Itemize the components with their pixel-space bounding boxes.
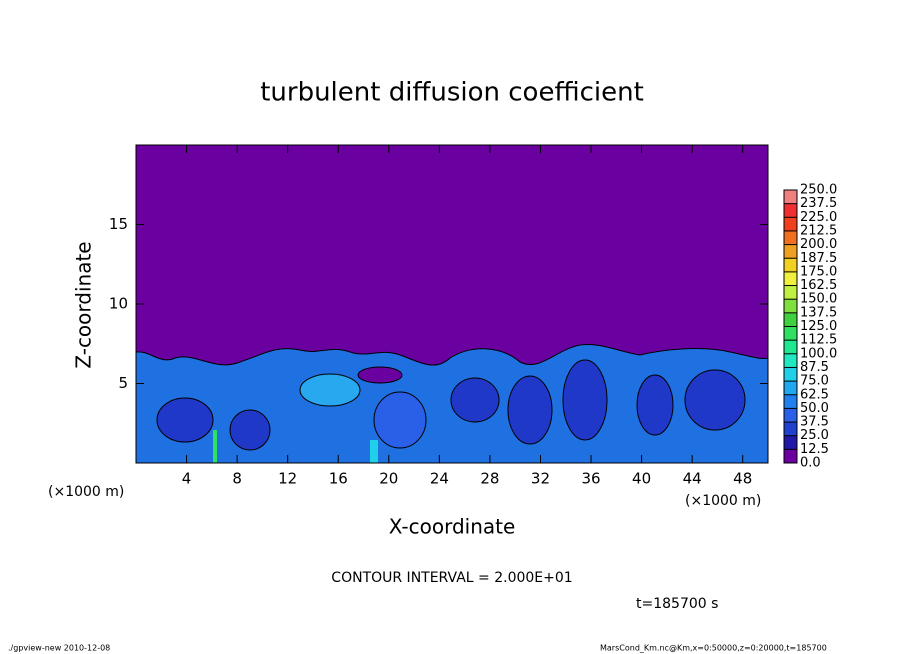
colorbar-segment	[784, 217, 797, 231]
colorbar-label: 250.0	[800, 183, 837, 198]
x-unit: (×1000 m)	[685, 493, 761, 509]
field	[135, 343, 769, 464]
colorbar-label: 50.0	[800, 401, 829, 416]
x-tick-label: 28	[480, 470, 499, 488]
colorbar-segment	[784, 285, 797, 300]
x-tick-label: 8	[232, 470, 242, 488]
colorbar-label: 12.5	[800, 442, 829, 457]
x-tick-label: 4	[182, 470, 192, 488]
colorbar-segment	[784, 353, 797, 368]
x-unit: (×1000 m)	[48, 484, 124, 500]
colorbar-segment	[784, 312, 797, 327]
y-tick-label: 15	[109, 215, 128, 233]
colorbar-label: 125.0	[800, 319, 837, 334]
colorbar-label: 0.0	[800, 456, 821, 471]
colorbar-label: 25.0	[800, 428, 829, 443]
x-tick-label: 44	[683, 470, 702, 488]
x-tick-label: 12	[278, 470, 297, 488]
colorbar-label: 62.5	[800, 387, 829, 402]
colorbar-label: 100.0	[800, 346, 837, 361]
x-tick-label: 36	[581, 470, 600, 488]
colorbar-label: 212.5	[800, 223, 837, 238]
time-label: t=185700 s	[636, 596, 718, 612]
colorbar-segment	[784, 381, 797, 395]
colorbar-label: 112.5	[800, 333, 837, 348]
colorbar-segment	[784, 408, 797, 423]
colorbar-segment	[784, 244, 797, 259]
colorbar-segment	[784, 203, 797, 218]
colorbar-label: 225.0	[800, 210, 837, 225]
colorbar-segment	[784, 190, 797, 204]
x-axis-label: X-coordinate	[389, 515, 516, 539]
colorbar-segment	[784, 422, 797, 436]
colorbar-segment	[784, 449, 797, 463]
y-tick-label: 10	[109, 295, 128, 313]
colorbar-label: 175.0	[800, 264, 837, 279]
footer: MarsCond_Km.nc@Km,x=0:50000,z=0:20000,t=…	[600, 644, 827, 653]
contour-interval: CONTOUR INTERVAL = 2.000E+01	[331, 570, 572, 586]
colorbar-segment	[784, 367, 797, 382]
x-tick-label: 16	[329, 470, 348, 488]
colorbar-label: 237.5	[800, 196, 837, 211]
colorbar-segment	[784, 299, 797, 313]
colorbar-segment	[784, 230, 797, 245]
colorbar-label: 200.0	[800, 237, 837, 252]
x-tick-label: 24	[430, 470, 449, 488]
y-tick-label: 5	[118, 374, 128, 392]
colorbar-segment	[784, 435, 797, 450]
y-axis-label: Z-coordinate	[72, 241, 96, 368]
colorbar-label: 162.5	[800, 278, 837, 293]
colorbar-segment	[784, 340, 797, 354]
colorbar-label: 187.5	[800, 251, 837, 266]
x-tick-label: 20	[379, 470, 398, 488]
x-tick-label: 40	[632, 470, 651, 488]
colorbar-segment	[784, 394, 797, 409]
footer: ./gpview-new 2010-12-08	[8, 644, 110, 653]
colorbar-segment	[784, 271, 797, 286]
colorbar-label: 137.5	[800, 305, 837, 320]
colorbar-label: 150.0	[800, 292, 837, 307]
colorbar-label: 37.5	[800, 415, 829, 430]
x-tick-label: 48	[733, 470, 752, 488]
colorbar-segment	[784, 258, 797, 272]
x-tick-label: 32	[531, 470, 550, 488]
colorbar-label: 87.5	[800, 360, 829, 375]
colorbar-label: 75.0	[800, 374, 829, 389]
colorbar-segment	[784, 326, 797, 341]
chart-title: turbulent diffusion coefficient	[260, 78, 644, 108]
